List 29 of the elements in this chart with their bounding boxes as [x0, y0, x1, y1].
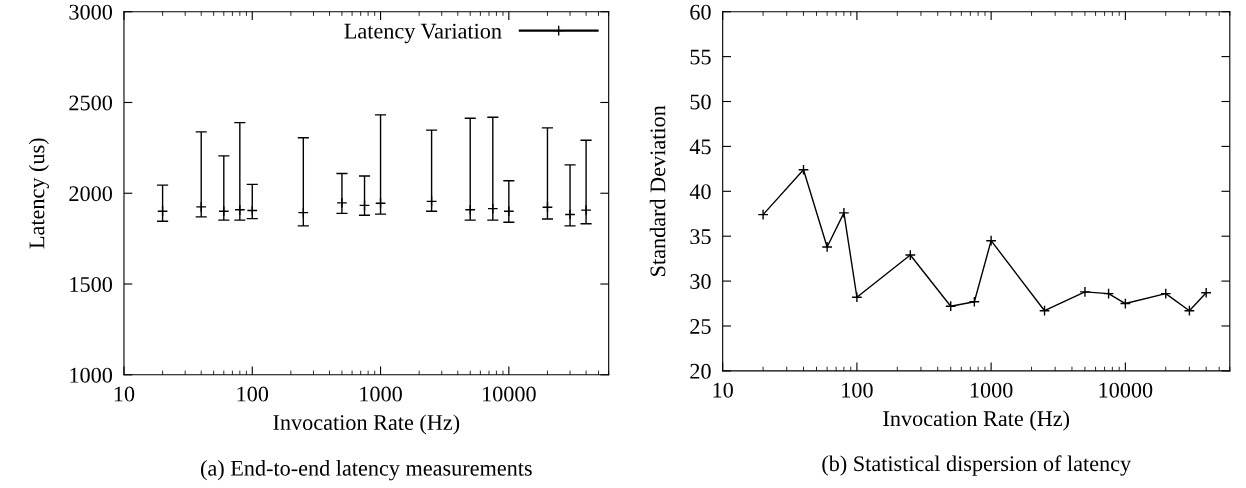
x-tick-label: 10000	[483, 386, 536, 402]
x-tick-label: 1000	[360, 386, 402, 402]
y-tick-label: 35	[690, 229, 711, 245]
x-axis-title: Invocation Rate (Hz)	[883, 410, 1070, 431]
x-tick-label: 10	[713, 382, 733, 398]
x-tick-label: 10	[114, 386, 135, 402]
x-tick-label: 100	[842, 382, 873, 398]
y-tick-label: 1000	[70, 367, 113, 383]
y-tick-label: 30	[690, 274, 711, 290]
legend-label: Latency Variation	[344, 23, 502, 44]
x-axis-title: Invocation Rate (Hz)	[273, 414, 460, 435]
x-tick-label: 10000	[1099, 382, 1153, 398]
y-axis-title: Standard Deviation	[649, 105, 666, 276]
x-tick-label: 1000	[970, 382, 1013, 398]
text: (a) End-to-end latency measurements	[201, 460, 532, 481]
y-axis-title: Latency (us)	[28, 138, 49, 249]
y-tick-label: 40	[689, 184, 711, 200]
y-tick-label: 45	[689, 139, 711, 155]
y-tick-label: 50	[690, 94, 711, 110]
y-tick-label: 2000	[69, 186, 113, 202]
x-tick-label: 100	[237, 386, 269, 402]
y-tick-label: 60	[690, 4, 711, 20]
y-tick-label: 1500	[70, 276, 113, 292]
y-tick-label: 2500	[69, 95, 113, 111]
y-tick-label: 25	[690, 318, 711, 334]
y-tick-label: 3000	[69, 4, 113, 20]
y-tick-label: 55	[690, 49, 711, 65]
y-tick-label: 20	[690, 363, 711, 379]
text: (b) Statistical dispersion of latency	[822, 455, 1132, 476]
